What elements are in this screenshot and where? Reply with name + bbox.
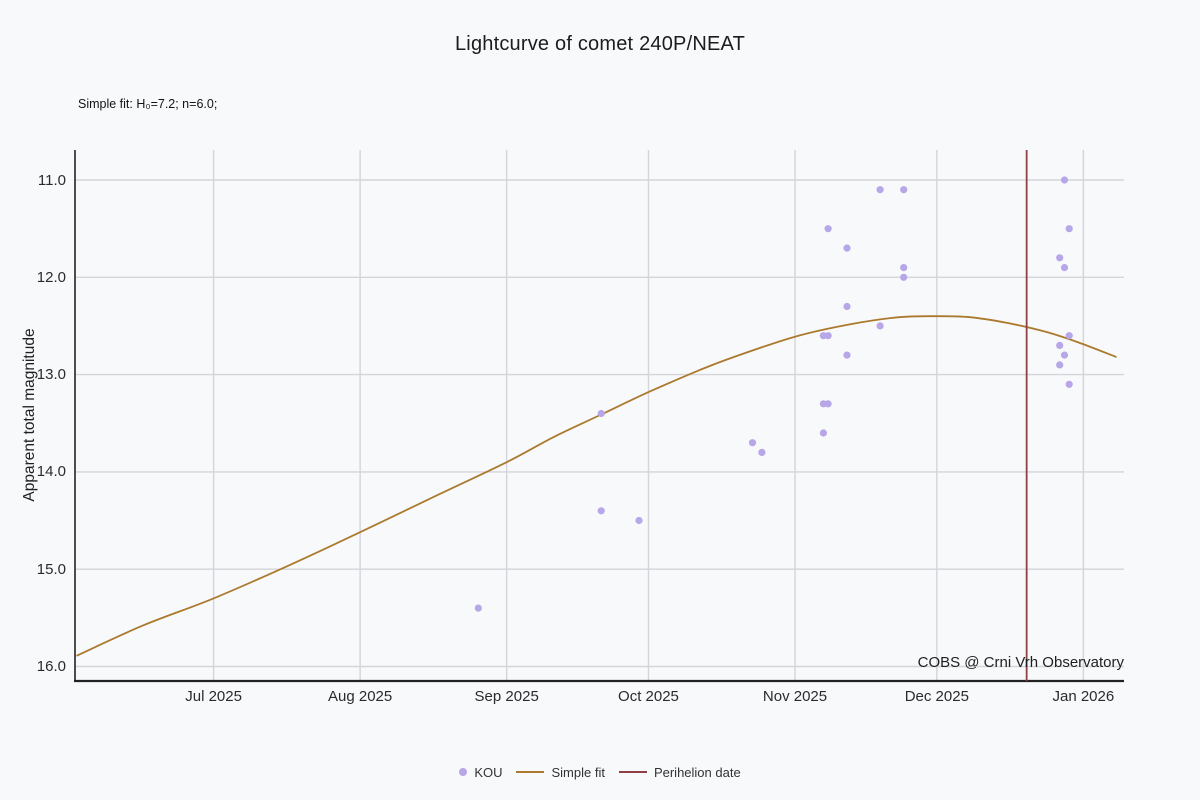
data-point[interactable] bbox=[758, 448, 766, 456]
y-tick-label: 12.0 bbox=[36, 268, 66, 286]
data-point[interactable] bbox=[824, 225, 832, 233]
fit-parameters-annotation: Simple fit: H₀=7.2; n=6.0; bbox=[78, 97, 218, 111]
watermark-text: COBS @ Crni Vrh Observatory bbox=[917, 654, 1124, 671]
x-tick-label: Nov 2025 bbox=[762, 688, 828, 705]
legend-item-simple-fit[interactable]: Simple fit bbox=[516, 764, 605, 780]
data-point[interactable] bbox=[843, 244, 851, 252]
data-point[interactable] bbox=[1065, 225, 1073, 233]
legend-label-kou: KOU bbox=[474, 764, 503, 780]
data-point[interactable] bbox=[1060, 176, 1069, 184]
data-point[interactable] bbox=[900, 273, 908, 281]
data-point[interactable] bbox=[900, 264, 908, 272]
data-point[interactable] bbox=[876, 186, 884, 194]
legend-label-perihelion: Perihelion date bbox=[653, 764, 741, 780]
data-point[interactable] bbox=[1065, 380, 1073, 388]
data-point[interactable] bbox=[748, 439, 757, 447]
legend-item-perihelion[interactable]: Perihelion date bbox=[618, 764, 741, 780]
chart-title: Lightcurve of comet 240P/NEAT bbox=[454, 33, 745, 55]
data-point[interactable] bbox=[824, 400, 832, 408]
data-point[interactable] bbox=[1060, 264, 1069, 272]
fit-curve-line[interactable] bbox=[76, 315, 1117, 657]
data-point[interactable] bbox=[635, 516, 643, 525]
data-point[interactable] bbox=[900, 186, 908, 194]
x-tick-label: Aug 2025 bbox=[328, 688, 393, 705]
data-point[interactable] bbox=[1060, 351, 1069, 359]
y-tick-label: 16.0 bbox=[36, 658, 66, 675]
data-point[interactable] bbox=[1056, 361, 1064, 369]
legend: KOU Simple fit Perihelion date bbox=[0, 761, 1200, 783]
kou-marker-icon bbox=[459, 768, 468, 776]
data-point[interactable] bbox=[843, 302, 851, 311]
x-tick-label: Sep 2025 bbox=[474, 688, 539, 705]
y-tick-label: 14.0 bbox=[36, 463, 66, 481]
x-tick-label: Dec 2025 bbox=[904, 688, 969, 705]
data-point[interactable] bbox=[1056, 341, 1064, 349]
x-tick-label: Jul 2025 bbox=[185, 688, 242, 705]
simple-fit-line-icon bbox=[516, 771, 545, 773]
y-tick-label: 13.0 bbox=[36, 366, 66, 384]
data-point[interactable] bbox=[474, 604, 482, 612]
data-point[interactable] bbox=[597, 409, 605, 418]
legend-item-kou[interactable]: KOU bbox=[459, 765, 502, 780]
x-tick-label: Oct 2025 bbox=[618, 688, 679, 705]
data-point[interactable] bbox=[843, 351, 851, 359]
data-point[interactable] bbox=[819, 429, 828, 437]
legend-label-simple-fit: Simple fit bbox=[551, 764, 605, 780]
data-point[interactable] bbox=[824, 332, 832, 340]
data-point[interactable] bbox=[1065, 332, 1073, 340]
data-point[interactable] bbox=[597, 507, 605, 515]
data-point[interactable] bbox=[876, 322, 884, 330]
y-tick-label: 11.0 bbox=[37, 171, 66, 189]
x-tick-label: Jan 2026 bbox=[1052, 688, 1115, 705]
perihelion-line-icon bbox=[618, 771, 647, 773]
data-point[interactable] bbox=[1056, 254, 1064, 262]
y-tick-label: 15.0 bbox=[36, 560, 66, 578]
